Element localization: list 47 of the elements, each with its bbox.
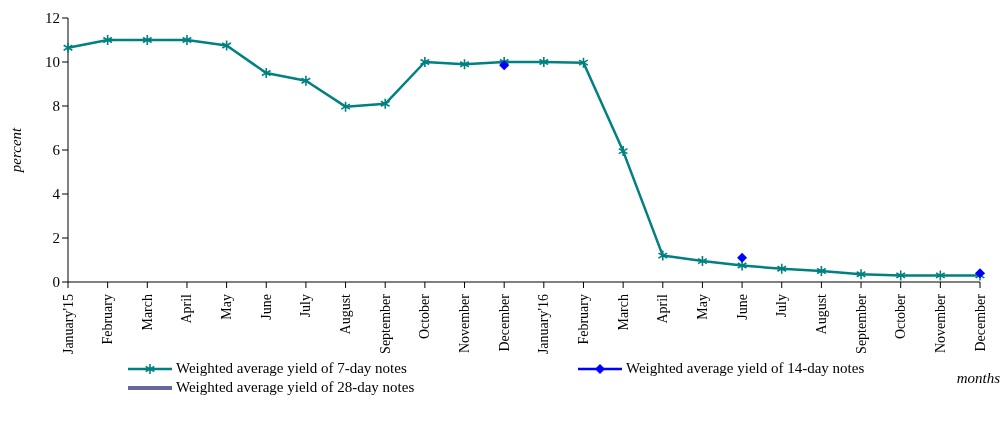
x-tick-label: November [457,293,473,354]
y-tick-label: 8 [52,98,60,115]
x-tick-label: September [377,293,393,354]
y-tick-label: 12 [45,10,60,27]
x-tick-label: January'15 [60,294,76,355]
x-tick-label: October [417,293,433,340]
x-tick-label: January'16 [536,294,552,355]
y-tick-label: 6 [52,142,61,159]
x-tick-label: December [972,293,988,352]
x-tick-label: July [774,294,790,318]
x-tick-label: December [496,293,512,352]
x-tick-label: March [615,294,631,331]
y-tick-label: 2 [52,230,60,247]
point [301,75,311,86]
x-tick-label: April [655,293,671,324]
point [63,42,73,53]
x-tick-label: November [932,293,948,354]
x-tick-label: October [893,293,909,340]
x-tick-label: August [813,293,829,335]
point [618,146,628,157]
point [658,250,668,261]
legend-label: Weighted average yield of 7-day notes [176,360,407,377]
y-tick-label: 4 [52,186,61,203]
point [539,57,549,67]
x-tick-label: June [734,294,750,320]
x-tick-label: July [298,294,314,318]
point [737,252,748,263]
x-tick-label: May [694,294,710,320]
point [856,269,866,280]
y-tick-label: 10 [45,54,60,71]
point [777,263,787,274]
y-tick-label: 0 [52,274,60,291]
point [499,60,510,71]
x-tick-label: May [219,294,235,320]
x-tick-label: April [179,293,195,324]
point [380,98,390,109]
x-tick-label: September [853,293,869,354]
x-tick-label: August [338,293,354,335]
point [261,68,271,78]
x-axis-title: months [956,370,1000,387]
x-tick-label: June [258,294,274,320]
x-tick-label: March [139,294,155,331]
legend-label: Weighted average yield of 14-day notes [626,360,865,377]
x-tick-label: February [575,294,591,345]
y-axis-title: percent [8,126,25,174]
legend-label: Weighted average yield of 28-day notes [176,379,415,396]
x-tick-label: February [100,294,116,345]
